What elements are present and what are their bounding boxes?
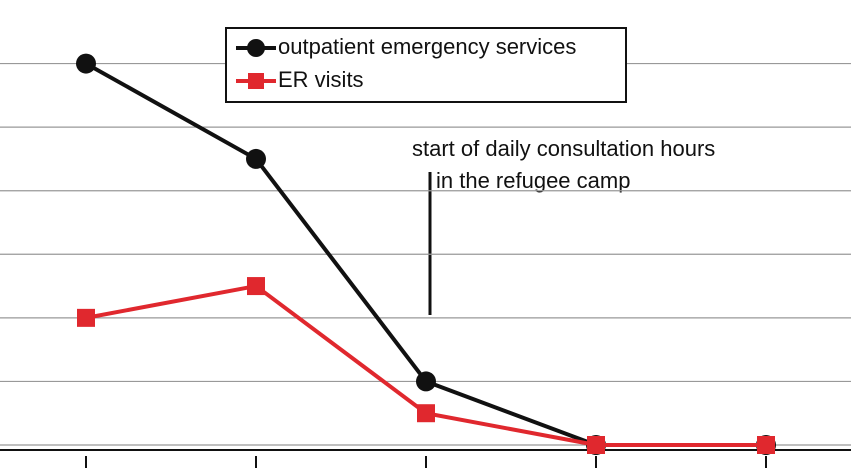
- annotation: in the refugee camp: [436, 168, 630, 193]
- marker: [246, 148, 266, 169]
- marker: [417, 404, 435, 423]
- legend-box: [225, 27, 627, 103]
- legend-marker: [248, 73, 264, 89]
- marker: [77, 308, 95, 327]
- marker: [76, 53, 96, 74]
- annotation: start of daily consultation hours: [412, 136, 715, 161]
- marker: [416, 371, 436, 392]
- marker: [757, 436, 775, 454]
- legend-marker: [247, 39, 265, 57]
- marker: [587, 436, 605, 454]
- marker: [247, 277, 265, 296]
- legend-label: outpatient emergency services: [278, 34, 576, 59]
- legend-label: ER visits: [278, 67, 364, 92]
